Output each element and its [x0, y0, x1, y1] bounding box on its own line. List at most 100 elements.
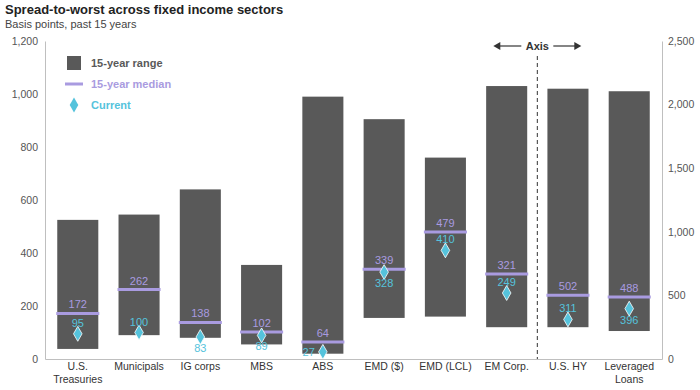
- legend-label: Current: [91, 99, 131, 111]
- category-label: U.S.Treasuries: [53, 360, 102, 385]
- category-label: EMD (LCL): [419, 360, 472, 372]
- tick-label: 0: [32, 353, 38, 365]
- tick-label: 1,200: [12, 35, 38, 47]
- subtitle: Basis points, past 15 years: [5, 18, 137, 30]
- category-label-line: U.S.: [68, 360, 88, 372]
- median-label: 64: [317, 327, 329, 339]
- median-label: 502: [559, 280, 577, 292]
- tick: Municipals: [114, 360, 164, 372]
- category-label-line: Loans: [615, 373, 644, 385]
- tick: EM Corp.: [485, 360, 529, 372]
- category-label: MBS: [250, 360, 273, 372]
- category-label-line: EMD (LCL): [419, 360, 472, 372]
- tick: 0: [662, 353, 674, 365]
- category-label: LeveragedLoans: [604, 360, 654, 385]
- current-label: 89: [255, 340, 267, 352]
- category-label-line: Treasuries: [53, 373, 102, 385]
- legend-item: 15-year median: [65, 78, 171, 90]
- median-label: 321: [497, 259, 515, 271]
- tick: 1,500: [662, 162, 694, 174]
- category-label-line: MBS: [250, 360, 273, 372]
- current-label: 27: [303, 346, 315, 358]
- chart-svg: Spread-to-worst across fixed income sect…: [0, 0, 700, 390]
- category-label: U.S. HY: [549, 360, 587, 372]
- axis-annotation: Axis: [493, 40, 581, 359]
- tick: 800: [20, 141, 45, 153]
- legend-item: Current: [70, 98, 131, 113]
- median-line: [301, 341, 344, 344]
- tick-label: 2,000: [668, 98, 694, 110]
- median-label: 102: [252, 317, 270, 329]
- legend-item: 15-year range: [67, 56, 163, 70]
- category-label-line: Municipals: [114, 360, 164, 372]
- median-label: 262: [130, 275, 148, 287]
- axis-line: [45, 42, 46, 360]
- current-label: 249: [497, 276, 515, 288]
- category-label: EMD ($): [365, 360, 404, 372]
- chart-container: Spread-to-worst across fixed income sect…: [0, 0, 700, 390]
- tick-label: 0: [668, 353, 674, 365]
- range-bar: [241, 265, 282, 345]
- title: Spread-to-worst across fixed income sect…: [5, 2, 283, 17]
- legend-swatch: [70, 98, 79, 113]
- arrow-line: [497, 45, 521, 46]
- tick: 200: [20, 300, 45, 312]
- tick-label: 800: [20, 141, 38, 153]
- range-bar: [364, 119, 405, 318]
- annotation: Axis: [526, 40, 549, 52]
- axis-divider: [537, 56, 538, 359]
- tick: LeveragedLoans: [604, 360, 654, 385]
- current-label: 410: [436, 233, 454, 245]
- tick-label: 200: [20, 300, 38, 312]
- range-bar: [119, 215, 160, 336]
- tick-label: 1,500: [668, 162, 694, 174]
- range-bar: [425, 158, 466, 317]
- tick: 2,000: [662, 98, 694, 110]
- tick: 1,000: [12, 88, 45, 100]
- tick: 400: [20, 247, 45, 259]
- category-label-line: EMD ($): [365, 360, 404, 372]
- current-marker: [319, 344, 328, 359]
- category-label-line: U.S. HY: [549, 360, 587, 372]
- tick: 1,200: [12, 35, 45, 47]
- legend-label: 15-year range: [91, 57, 163, 69]
- tick: 1,000: [662, 226, 694, 238]
- median-label: 172: [69, 298, 87, 310]
- tick: 500: [662, 289, 686, 301]
- tick: MBS: [250, 360, 273, 372]
- median-line: [56, 312, 99, 315]
- tick: U.S.Treasuries: [53, 360, 102, 385]
- median-line: [608, 295, 651, 298]
- category-label: IG corps: [180, 360, 220, 372]
- tick-label: 1,000: [12, 88, 38, 100]
- median-label: 488: [620, 282, 638, 294]
- current-label: 396: [620, 314, 638, 326]
- y2ticks-axis: 05001,0001,5002,0002,500: [662, 35, 694, 365]
- current-label: 100: [130, 316, 148, 328]
- tick: IG corps: [180, 360, 220, 372]
- category-label: ABS: [312, 360, 333, 372]
- range-bar: [180, 189, 221, 337]
- median-line: [179, 321, 222, 324]
- median-label: 479: [436, 217, 454, 229]
- category-label: EM Corp.: [485, 360, 529, 372]
- median-label: 339: [375, 254, 393, 266]
- tick: ABS: [312, 360, 333, 372]
- arrow-head: [493, 42, 500, 50]
- data-labels: 1722621381026433947932150248895100838927…: [69, 217, 639, 358]
- tick: 600: [20, 194, 45, 206]
- range-bar: [609, 91, 650, 331]
- category-label-line: Leveraged: [604, 360, 654, 372]
- tick-label: 1,000: [668, 226, 694, 238]
- median-line: [485, 272, 528, 275]
- legend-label: 15-year median: [91, 78, 171, 90]
- median-line: [546, 294, 589, 297]
- tick: 0: [32, 353, 45, 365]
- category-label-line: EM Corp.: [485, 360, 529, 372]
- range-bar: [57, 220, 98, 349]
- tick-label: 600: [20, 194, 38, 206]
- median-label: 138: [191, 307, 209, 319]
- current-label: 83: [194, 342, 206, 354]
- x-axis: U.S.Treasuries Municipals IG corps MBS ABS EM…: [46, 360, 663, 386]
- median-line: [118, 288, 161, 291]
